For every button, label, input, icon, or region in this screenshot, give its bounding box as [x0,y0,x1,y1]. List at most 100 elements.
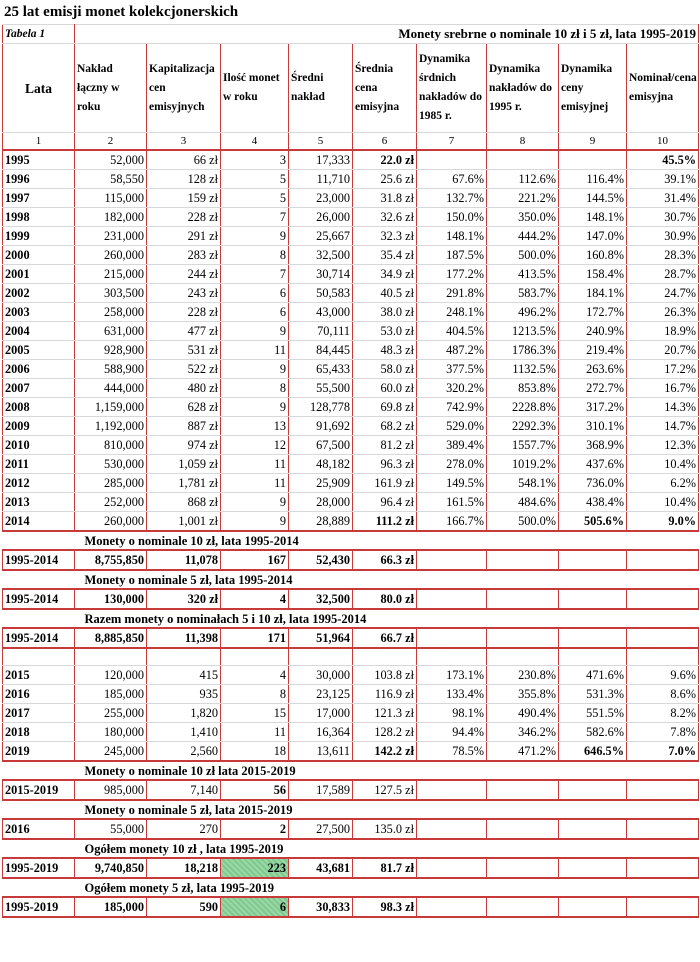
table-cell: 17.2% [625,359,700,379]
table-cell: 985,000 [74,779,147,801]
table-cell: 11 [220,473,289,493]
table-cell: 128,778 [288,397,353,417]
table-cell: 43,000 [288,302,353,322]
table-cell: 260,000 [74,245,147,265]
table-row: 2000 260,000 283 zł 8 32,500 35.4 zł 187.5% 500… [2,245,700,265]
table-row: 2007 444,000 480 zł 8 55,500 60.0 zł 320.2% 853… [2,378,700,398]
section-caption: Monety o nominale 5 zł, lata 2015-2019 [2,799,699,820]
table-cell: 2016 [2,818,75,840]
table-cell [558,779,627,801]
table-cell: 272.7% [558,378,627,398]
table-row: 2015 120,000 415 4 30,000 103.8 zł 173.1% 230.8… [2,665,700,685]
table-cell: 2003 [2,302,75,322]
table-cell [486,857,559,879]
table-row: 1995 52,000 66 zł 3 17,333 22.0 zł 45.5% [2,149,700,170]
table-cell [486,647,559,666]
table-cell: 291.8% [416,283,487,303]
table-cell: 127.5 zł [352,779,417,801]
table-cell: 24.7% [625,283,700,303]
table-cell: 158.4% [558,264,627,284]
table-cell: 173.1% [416,665,487,685]
table-cell: 177.2% [416,264,487,284]
table-row: 2008 1,159,000 628 zł 9 128,778 69.8 zł 742.9%… [2,397,700,417]
table-cell: 471.2% [486,741,559,762]
table-cell: 23,125 [288,684,353,704]
header-cell: Nakład łączny w roku [74,43,147,133]
table-cell [416,779,487,801]
table-row: 1999 231,000 291 zł 9 25,667 32.3 zł 148.1% 444… [2,226,700,246]
table-row: 2003 258,000 228 zł 6 43,000 38.0 zł 248.1% 496… [2,302,700,322]
table-cell: 78.5% [416,741,487,762]
summary-row: 1995-2014 8,885,850 11,398 171 51,964 66.7 zł [2,627,700,649]
table-cell: 187.5% [416,245,487,265]
table-cell: 1997 [2,188,75,208]
summary-row: 1995-2019 9,740,850 18,218 223 43,681 81.7 zł [2,857,700,879]
table-label: Tabela 1 [2,24,75,44]
col-number: 7 [416,132,487,151]
table-cell: 81.7 zł [352,857,417,879]
table-cell: 80.0 zł [352,588,417,610]
table-cell: 28,000 [288,492,353,512]
table-cell: 223 [220,857,289,879]
table-cell [625,896,700,918]
table-cell: 582.6% [558,722,627,742]
section-caption: Ogółem monety 10 zł , lata 1995-2019 [2,838,699,859]
table-row: 2001 215,000 244 zł 7 30,714 34.9 zł 177.2% 413… [2,264,700,284]
table-cell: 32,500 [288,588,353,610]
table-cell: 500.0% [486,511,559,532]
section-caption-row: Monety o nominale 10 zł lata 2015-2019 [2,760,699,781]
table-cell: 1213.5% [486,321,559,341]
section-caption-row: Monety o nominale 5 zł, lata 1995-2014 [2,569,699,590]
table-cell: 231,000 [74,226,147,246]
table-cell: 148.1% [558,207,627,227]
col-number: 2 [74,132,147,151]
table-cell: 115,000 [74,188,147,208]
table-cell: 111.2 zł [352,511,417,532]
table-cell: 14.3% [625,397,700,417]
table-cell: 588,900 [74,359,147,379]
table-cell: 26.3% [625,302,700,322]
table-cell: 2005 [2,340,75,360]
table-cell: 60.0 zł [352,378,417,398]
table-cell: 11,398 [146,627,221,649]
summary-row: 1995-2019 185,000 590 6 30,833 98.3 zł [2,896,700,918]
table-cell: 2011 [2,454,75,474]
table-cell: 377.5% [416,359,487,379]
table-cell: 320.2% [416,378,487,398]
table-row: 2006 588,900 522 zł 9 65,433 58.0 zł 377.5% 113… [2,359,700,379]
table-cell: 1995 [2,149,75,170]
table-cell: 1995-2014 [2,588,75,610]
table-cell: 291 zł [146,226,221,246]
table-cell: 14.7% [625,416,700,436]
table-cell: 505.6% [558,511,627,532]
table-cell: 43,681 [288,857,353,879]
table-cell: 736.0% [558,473,627,493]
table-cell [486,818,559,840]
table-cell: 20.7% [625,340,700,360]
table-cell: 389.4% [416,435,487,455]
table-cell: 52,000 [74,149,147,170]
table-cell: 50,583 [288,283,353,303]
table-cell: 26,000 [288,207,353,227]
table-cell: 219.4% [558,340,627,360]
table-cell: 147.0% [558,226,627,246]
section-caption: Monety o nominale 10 zł, lata 1995-2014 [2,530,699,551]
header-cell: Ilość monet w roku [220,43,289,133]
table-cell: 531.3% [558,684,627,704]
table-cell: 7.0% [625,741,700,762]
table-cell: 12 [220,435,289,455]
table-cell: 258,000 [74,302,147,322]
table-cell [558,149,627,170]
table-cell: 2002 [2,283,75,303]
table-cell: 529.0% [416,416,487,436]
table-cell: 28,889 [288,511,353,532]
table-cell: 8,885,850 [74,627,147,649]
table-cell [486,627,559,649]
table-cell: 230.8% [486,665,559,685]
table-cell [74,647,147,666]
table-cell: 32.3 zł [352,226,417,246]
header-cell: Kapitalizacja cen emisyjnych [146,43,221,133]
table-cell: 6 [220,283,289,303]
table-cell: 32,500 [288,245,353,265]
table-cell: 171 [220,627,289,649]
